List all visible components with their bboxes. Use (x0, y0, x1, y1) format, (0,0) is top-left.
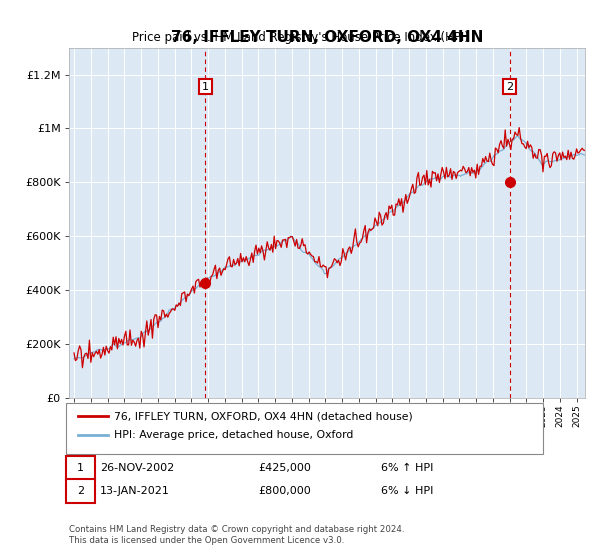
Text: 1: 1 (77, 463, 84, 473)
Text: Price paid vs. HM Land Registry's House Price Index (HPI): Price paid vs. HM Land Registry's House … (131, 31, 469, 44)
Text: 6% ↓ HPI: 6% ↓ HPI (381, 487, 433, 496)
Text: 76, IFFLEY TURN, OXFORD, OX4 4HN (detached house): 76, IFFLEY TURN, OXFORD, OX4 4HN (detach… (114, 411, 413, 421)
Text: £425,000: £425,000 (258, 463, 311, 473)
Title: 76, IFFLEY TURN, OXFORD, OX4 4HN: 76, IFFLEY TURN, OXFORD, OX4 4HN (171, 30, 483, 45)
Text: £800,000: £800,000 (258, 487, 311, 496)
Text: 26-NOV-2002: 26-NOV-2002 (100, 463, 175, 473)
Text: 13-JAN-2021: 13-JAN-2021 (100, 487, 170, 496)
Text: Contains HM Land Registry data © Crown copyright and database right 2024.
This d: Contains HM Land Registry data © Crown c… (69, 525, 404, 545)
Text: 6% ↑ HPI: 6% ↑ HPI (381, 463, 433, 473)
Text: 2: 2 (506, 82, 513, 92)
Text: HPI: Average price, detached house, Oxford: HPI: Average price, detached house, Oxfo… (114, 430, 353, 440)
Text: 2: 2 (77, 487, 84, 496)
Text: 1: 1 (202, 82, 209, 92)
